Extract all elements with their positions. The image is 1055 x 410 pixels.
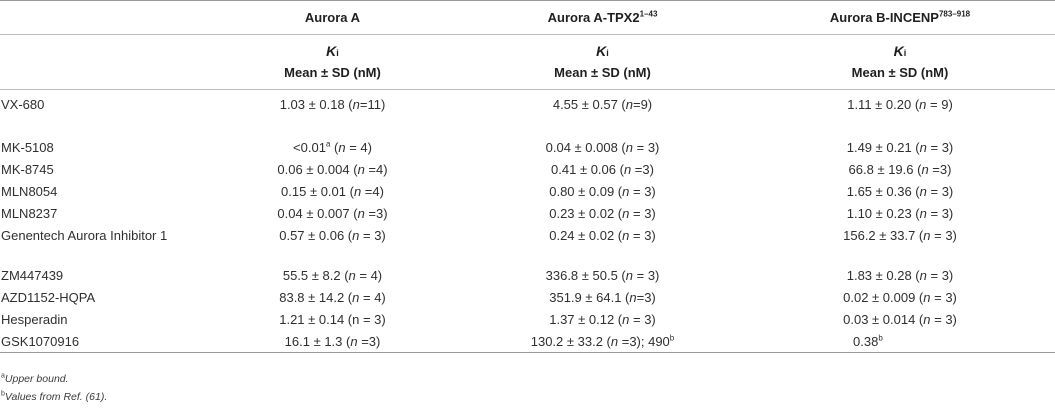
table-row: MLN8054 0.15 ± 0.01 (n =4) 0.80 ± 0.09 (… bbox=[0, 180, 1055, 202]
ki-aurora-a-tpx2: 0.41 ± 0.06 (n =3) bbox=[551, 161, 654, 177]
group-spacer bbox=[0, 246, 1055, 264]
ki-aurora-a-tpx2: 1.37 ± 0.12 (n = 3) bbox=[549, 311, 656, 327]
reference-link[interactable]: 61 bbox=[89, 391, 101, 403]
ki-aurora-a: 0.57 ± 0.06 (n = 3) bbox=[279, 227, 386, 243]
table-row: GSK1070916 16.1 ± 1.3 (n =3) 130.2 ± 33.… bbox=[0, 330, 1055, 353]
header-ki-c: Ki Mean ± SD (nM) bbox=[745, 34, 1055, 90]
compound-name: AZD1152-HQPA bbox=[1, 289, 96, 305]
ki-aurora-a: 1.03 ± 0.18 (n=11) bbox=[279, 96, 386, 112]
ki-aurora-a-tpx2: 0.04 ± 0.008 (n = 3) bbox=[545, 139, 660, 155]
ki-aurora-a-tpx2: 0.80 ± 0.09 (n = 3) bbox=[549, 183, 656, 199]
compound-name: ZM447439 bbox=[1, 267, 64, 283]
table-row: ZM447439 55.5 ± 8.2 (n = 4) 336.8 ± 50.5… bbox=[0, 264, 1055, 286]
ki-aurora-b-incenp: 0.38b bbox=[745, 330, 1055, 353]
ki-aurora-b-incenp: 0.02 ± 0.009 (n = 3) bbox=[843, 289, 957, 305]
compound-name: Genentech Aurora Inhibitor 1 bbox=[1, 227, 168, 243]
ki-aurora-b-incenp: 1.49 ± 0.21 (n = 3) bbox=[846, 139, 954, 155]
ki-aurora-a: <0.01a (n = 4) bbox=[293, 139, 372, 155]
table-row: MK-8745 0.06 ± 0.004 (n =4) 0.41 ± 0.06 … bbox=[0, 158, 1055, 180]
ki-aurora-a-tpx2: 130.2 ± 33.2 (n =3); 490b bbox=[460, 330, 745, 353]
table-row: Hesperadin 1.21 ± 0.14 (n = 3) 1.37 ± 0.… bbox=[0, 308, 1055, 330]
table-row: VX-680 1.03 ± 0.18 (n=11) 4.55 ± 0.57 (n… bbox=[0, 90, 1055, 119]
ki-aurora-a-tpx2: 0.24 ± 0.02 (n = 3) bbox=[549, 227, 656, 243]
table-footnotes: aUpper bound. bValues from Ref. (61). bbox=[1, 370, 107, 406]
header-row-units: Ki Mean ± SD (nM) Ki Mean ± SD (nM) Ki M… bbox=[0, 34, 1055, 90]
table-row: AZD1152-HQPA 83.8 ± 14.2 (n = 4) 351.9 ±… bbox=[0, 286, 1055, 308]
ki-aurora-b-incenp: 156.2 ± 33.7 (n = 3) bbox=[843, 227, 957, 243]
table-row: MLN8237 0.04 ± 0.007 (n =3) 0.23 ± 0.02 … bbox=[0, 202, 1055, 224]
ki-aurora-a: 83.8 ± 14.2 (n = 4) bbox=[279, 289, 386, 305]
compound-name: VX-680 bbox=[1, 96, 45, 112]
ki-aurora-a-tpx2: 4.55 ± 0.57 (n=9) bbox=[552, 96, 653, 112]
ki-aurora-b-incenp: 1.83 ± 0.28 (n = 3) bbox=[846, 267, 954, 283]
ki-aurora-a: 0.04 ± 0.007 (n =3) bbox=[277, 205, 388, 221]
ki-aurora-a: 0.15 ± 0.01 (n =4) bbox=[281, 183, 384, 199]
header-ki-a: Ki Mean ± SD (nM) bbox=[205, 34, 460, 90]
kinase-inhibition-table: Aurora A Aurora A-TPX21–43 Aurora B-INCE… bbox=[0, 0, 1055, 353]
ki-aurora-a-tpx2: 336.8 ± 50.5 (n = 3) bbox=[545, 267, 660, 283]
ki-aurora-b-incenp: 1.65 ± 0.36 (n = 3) bbox=[846, 183, 954, 199]
ki-aurora-a: 55.5 ± 8.2 (n = 4) bbox=[282, 267, 383, 283]
footnote-a: aUpper bound. bbox=[1, 372, 69, 386]
compound-name: MK-5108 bbox=[1, 139, 54, 155]
ki-aurora-b-incenp: 66.8 ± 19.6 (n =3) bbox=[848, 161, 952, 177]
ki-aurora-b-incenp: 1.11 ± 0.20 (n = 9) bbox=[847, 96, 953, 112]
compound-name: Hesperadin bbox=[1, 311, 68, 327]
data-table-container: Aurora A Aurora A-TPX21–43 Aurora B-INCE… bbox=[0, 0, 1055, 353]
header-units-empty bbox=[0, 34, 205, 90]
ki-aurora-a-tpx2: 0.23 ± 0.02 (n = 3) bbox=[549, 205, 656, 221]
header-aurora-a-tpx2: Aurora A-TPX21–43 bbox=[460, 0, 745, 35]
header-compound-empty bbox=[0, 0, 205, 35]
header-ki-b: Ki Mean ± SD (nM) bbox=[460, 34, 745, 90]
ki-aurora-a-tpx2: 351.9 ± 64.1 (n=3) bbox=[549, 289, 656, 305]
ki-aurora-a: 0.06 ± 0.004 (n =4) bbox=[277, 161, 388, 177]
footnote-b: bValues from Ref. (61). bbox=[1, 390, 108, 404]
header-aurora-b-incenp: Aurora B-INCENP783–918 bbox=[745, 0, 1055, 35]
header-aurora-a: Aurora A bbox=[205, 0, 460, 35]
ki-aurora-a: 16.1 ± 1.3 (n =3) bbox=[205, 330, 460, 353]
compound-name: MK-8745 bbox=[1, 161, 54, 177]
header-row-enzymes: Aurora A Aurora A-TPX21–43 Aurora B-INCE… bbox=[0, 0, 1055, 35]
ki-aurora-b-incenp: 0.03 ± 0.014 (n = 3) bbox=[843, 311, 957, 327]
ki-aurora-a: 1.21 ± 0.14 (n = 3) bbox=[279, 311, 386, 327]
compound-name: MLN8237 bbox=[1, 205, 58, 221]
ki-aurora-b-incenp: 1.10 ± 0.23 (n = 3) bbox=[846, 205, 954, 221]
table-row: MK-5108 <0.01a (n = 4) 0.04 ± 0.008 (n =… bbox=[0, 136, 1055, 158]
table-row: Genentech Aurora Inhibitor 1 0.57 ± 0.06… bbox=[0, 224, 1055, 246]
group-spacer bbox=[0, 118, 1055, 136]
compound-name: GSK1070916 bbox=[0, 330, 205, 353]
compound-name: MLN8054 bbox=[1, 183, 58, 199]
